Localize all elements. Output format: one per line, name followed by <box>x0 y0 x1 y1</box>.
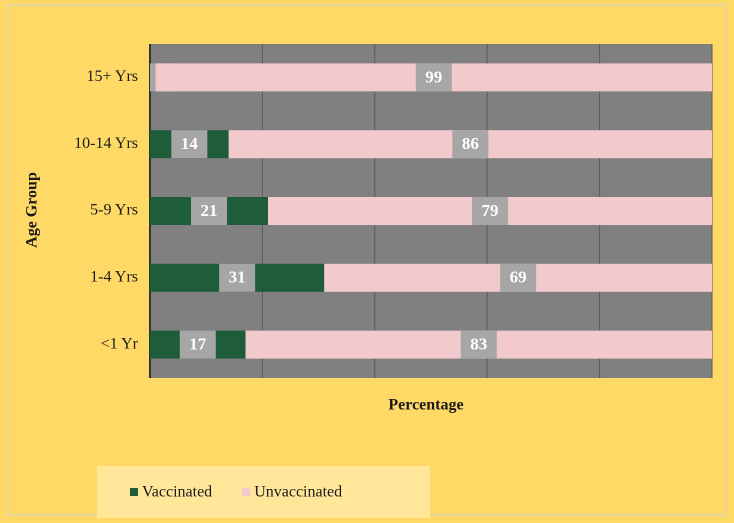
y-axis-title: Age Group <box>24 172 41 248</box>
value-label-box <box>500 263 537 292</box>
y-tick-label: 5-9 Yrs <box>90 202 138 219</box>
value-label: 14 <box>181 134 199 153</box>
value-label-box <box>472 197 509 225</box>
value-label-box <box>452 130 489 159</box>
legend-label: Unvaccinated <box>254 484 342 501</box>
y-tick-label: 15+ Yrs <box>86 68 138 85</box>
value-label: 99 <box>425 67 442 86</box>
value-label-box <box>460 330 497 359</box>
y-tick-label: <1 Yr <box>101 335 139 352</box>
legend-swatch <box>242 488 251 496</box>
value-label-box <box>415 63 452 92</box>
y-tick-label: 10-14 Yrs <box>74 135 138 152</box>
value-label: 69 <box>510 268 527 287</box>
legend-swatch <box>130 488 138 496</box>
y-tick-label: 1-4 Yrs <box>90 268 138 285</box>
value-label: 83 <box>470 335 487 354</box>
x-axis-title: Percentage <box>388 397 463 414</box>
value-label: 86 <box>462 134 479 153</box>
value-label: 21 <box>201 201 218 220</box>
value-label: 79 <box>482 201 499 220</box>
value-label-box <box>191 197 228 225</box>
value-label-box <box>171 130 208 159</box>
value-label-box <box>219 263 256 292</box>
value-label-box <box>179 330 216 359</box>
value-label: 17 <box>189 335 207 354</box>
value-label: 31 <box>229 268 246 287</box>
legend-label: Vaccinated <box>142 484 212 501</box>
legend <box>97 466 430 518</box>
